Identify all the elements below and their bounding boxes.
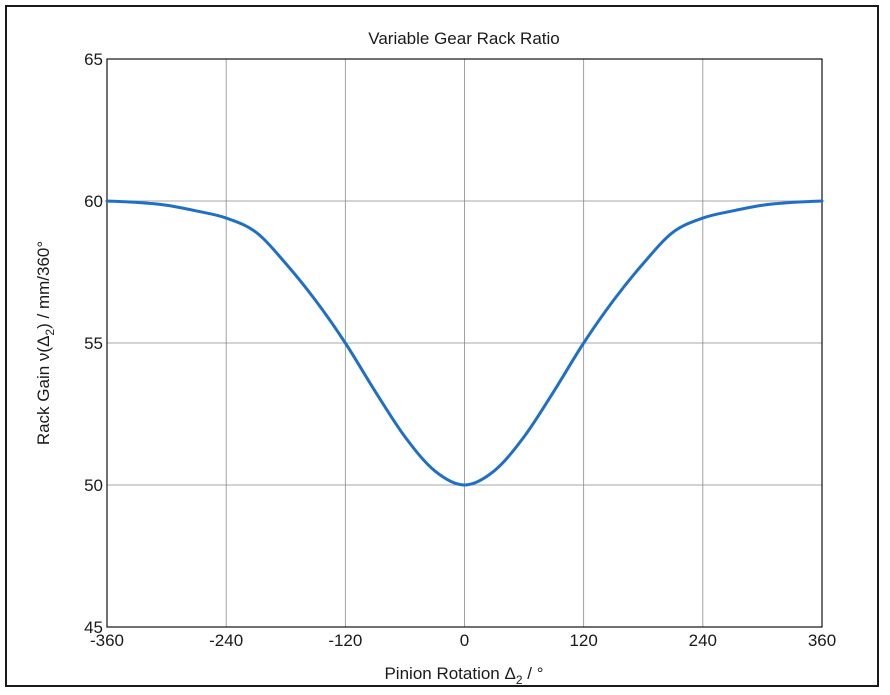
x-axis-label-suffix: / ° [523,664,544,683]
x-tick-label: -360 [90,631,124,650]
x-tick-label: 0 [460,631,469,650]
x-tick-labels: -360 -240 -120 0 120 240 360 [90,631,836,650]
series-layer [105,199,824,487]
y-axis-label-suffix: ) / mm/360° [34,241,53,329]
y-axis-label-subscript: 2 [43,329,57,336]
y-tick-label: 50 [84,476,103,495]
x-axis-label: Pinion Rotation Δ2 / ° [384,664,543,687]
y-tick-label: 45 [84,618,103,637]
line-chart: -360 -240 -120 0 120 240 360 45 50 55 60 65 Variab… [34,29,836,687]
chart-title: Variable Gear Rack Ratio [368,29,560,48]
y-tick-labels: 45 50 55 60 65 [84,50,103,637]
series-line [105,199,824,487]
x-tick-label: 240 [689,631,717,650]
x-tick-label: 360 [808,631,836,650]
y-tick-label: 65 [84,50,103,69]
x-axis-label-prefix: Pinion Rotation Δ [384,664,515,683]
figure-frame: -360 -240 -120 0 120 240 360 45 50 55 60 65 Variab… [5,5,879,687]
x-tick-label: -120 [328,631,362,650]
y-axis-label-prefix: Rack Gain ν(Δ [34,336,53,446]
y-tick-label: 55 [84,334,103,353]
y-tick-label: 60 [84,192,103,211]
x-axis-label-subscript: 2 [516,673,523,687]
grid [107,59,822,627]
x-tick-label: 120 [569,631,597,650]
x-tick-label: -240 [209,631,243,650]
y-axis-label: Rack Gain ν(Δ2) / mm/360° [34,241,57,445]
plot-area-border [106,58,823,628]
